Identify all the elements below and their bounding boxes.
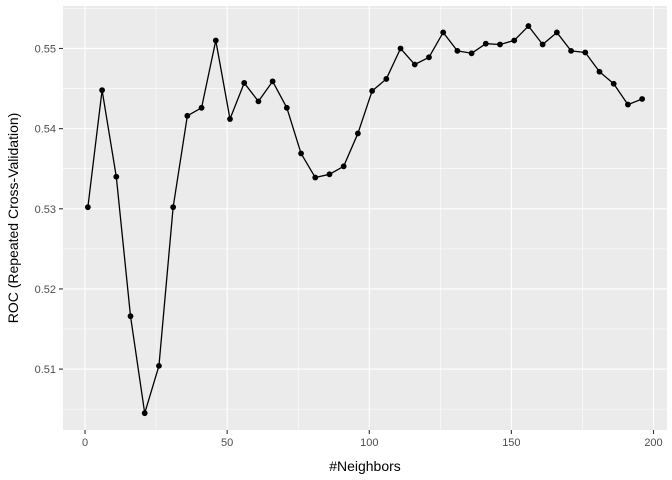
data-point <box>397 45 404 52</box>
series-group <box>84 23 646 417</box>
data-point <box>482 40 489 47</box>
data-point <box>610 80 617 87</box>
data-point <box>582 49 589 56</box>
x-tick-label: 200 <box>644 437 662 449</box>
x-tick-label: 100 <box>360 437 378 449</box>
x-axis-title: #Neighbors <box>329 458 401 474</box>
y-axis-title: ROC (Repeated Cross-Validation) <box>5 113 21 324</box>
data-point <box>283 104 290 111</box>
y-tick-label: 0.51 <box>35 364 56 376</box>
data-point <box>298 150 304 157</box>
data-point <box>539 41 546 48</box>
data-point <box>411 61 418 68</box>
data-point <box>497 41 503 48</box>
data-point <box>170 204 177 211</box>
major-gridlines <box>63 6 667 430</box>
y-tick-label: 0.54 <box>35 124 56 136</box>
data-point <box>468 50 475 57</box>
data-point <box>426 54 432 61</box>
data-point <box>340 163 347 170</box>
data-point <box>625 101 631 108</box>
data-point <box>269 78 276 85</box>
x-tick-label: 0 <box>82 437 88 449</box>
y-tick-label: 0.52 <box>35 284 56 296</box>
data-point <box>511 37 518 44</box>
data-point <box>141 410 148 417</box>
data-point <box>383 76 390 82</box>
data-point <box>255 98 262 105</box>
x-axis: 0 50 100 150 200 <box>82 430 663 449</box>
y-axis: 0.51 0.52 0.53 0.54 0.55 <box>35 43 63 376</box>
data-point <box>156 362 162 369</box>
y-tick-label: 0.55 <box>35 43 56 55</box>
data-point <box>454 47 461 54</box>
data-point <box>326 171 333 178</box>
data-point <box>440 29 447 36</box>
x-tick-label: 150 <box>502 437 520 449</box>
series-line <box>87 25 643 414</box>
data-point <box>84 204 91 211</box>
data-point <box>184 112 191 119</box>
data-point <box>639 96 646 102</box>
data-point <box>227 116 233 122</box>
data-point <box>241 80 248 86</box>
y-tick-label: 0.53 <box>35 204 56 216</box>
data-point <box>596 68 603 75</box>
data-point <box>525 23 532 29</box>
x-tick-label: 50 <box>221 437 233 449</box>
data-point <box>354 130 361 137</box>
data-point <box>553 29 560 36</box>
data-point <box>212 37 219 44</box>
data-point <box>127 313 134 320</box>
data-point <box>568 47 574 54</box>
data-point <box>312 174 319 181</box>
minor-gridlines <box>63 6 667 430</box>
data-point <box>99 87 105 94</box>
data-point <box>369 88 376 94</box>
data-point <box>113 173 120 180</box>
data-point <box>198 104 205 111</box>
plot-panel <box>63 6 667 430</box>
